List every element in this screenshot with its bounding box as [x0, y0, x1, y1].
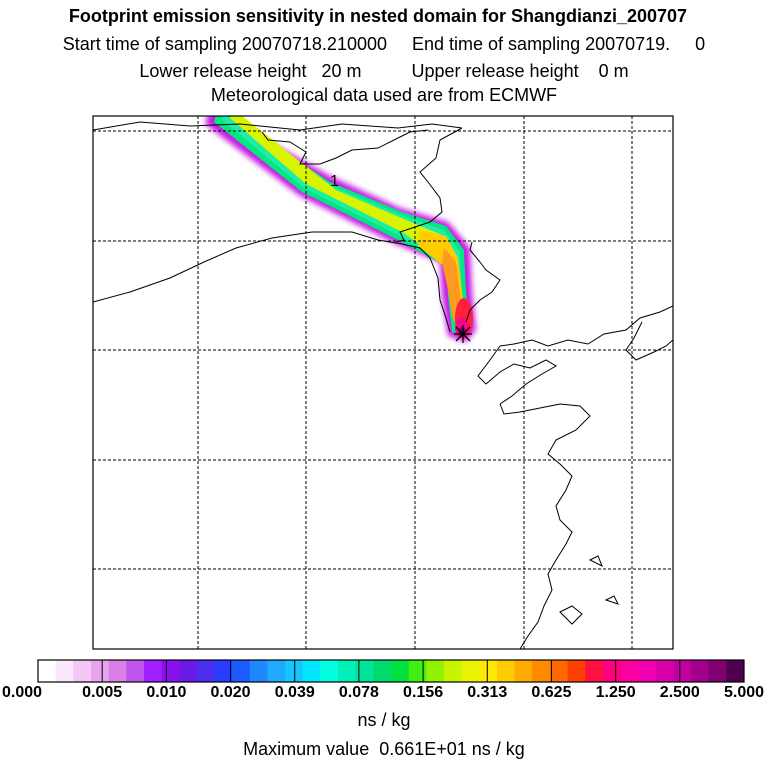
- color-scale-swatch: [373, 660, 392, 682]
- color-scale-tick-label: 0.005: [82, 684, 123, 701]
- color-scale-swatch: [338, 660, 357, 682]
- plot-title: Footprint emission sensitivity in nested…: [68, 6, 688, 26]
- color-scale-swatch: [302, 660, 321, 682]
- color-scale-border: [37, 659, 745, 683]
- color-scale-swatch: [73, 660, 92, 682]
- color-scale-tick-label: 0.313: [467, 684, 508, 701]
- plume-footprint: [93, 116, 673, 649]
- color-scale-swatch: [426, 660, 445, 682]
- color-scale-tick-label: 0.000: [1, 684, 43, 701]
- color-scale-swatch: [126, 660, 145, 682]
- color-scale-swatch: [673, 660, 692, 682]
- color-scale-swatch: [214, 660, 233, 682]
- color-scale-swatch: [143, 660, 162, 682]
- color-scale-swatch: [726, 660, 745, 682]
- color-scale-tick-label: 2.500: [659, 684, 700, 701]
- color-scale-swatch: [161, 660, 180, 682]
- color-scale-swatch: [355, 660, 374, 682]
- meteo-source-line: Meteorological data used are from ECMWF: [210, 85, 558, 105]
- color-scale-swatch: [691, 660, 710, 682]
- color-scale-swatch: [196, 660, 215, 682]
- color-scale-swatch: [479, 660, 498, 682]
- color-scale-swatch: [585, 660, 604, 682]
- color-scale-tick-label: 5.000: [723, 684, 765, 701]
- plume-band-cyan: [222, 116, 466, 332]
- color-scale-swatch: [708, 660, 727, 682]
- color-scale-swatch: [461, 660, 480, 682]
- color-scale-swatch: [620, 660, 639, 682]
- plume-band-yellowgreen: [230, 116, 462, 328]
- color-scale-swatch: [232, 660, 251, 682]
- release-height-line: Lower release height 20 m Upper release …: [139, 61, 629, 81]
- color-scale-tick-label: 0.010: [146, 684, 187, 701]
- color-scale-swatch: [532, 660, 551, 682]
- plume-band-outer: [205, 116, 476, 342]
- maximum-value-label: Maximum value 0.661E+01 ns / kg: [243, 739, 525, 759]
- color-scale-tick-label: 0.625: [531, 684, 572, 701]
- color-scale-bar: [37, 659, 745, 683]
- color-scale-swatch: [443, 660, 462, 682]
- color-scale-swatch: [391, 660, 410, 682]
- color-scale-swatch: [408, 660, 427, 682]
- color-scale-swatch: [638, 660, 657, 682]
- color-scale-swatch: [90, 660, 109, 682]
- receptor-marker-icon: [454, 325, 472, 343]
- color-scale-swatch: [602, 660, 621, 682]
- color-scale-swatch: [249, 660, 268, 682]
- map-frame: [92, 115, 674, 650]
- color-scale-swatch: [514, 660, 533, 682]
- lat-lon-grid: [93, 116, 673, 649]
- color-scale-swatch: [496, 660, 515, 682]
- color-scale-swatch: [655, 660, 674, 682]
- plume-band-green: [214, 116, 470, 336]
- color-scale-tick-label: 0.078: [338, 684, 379, 701]
- sampling-time-line: Start time of sampling 20070718.210000 E…: [62, 34, 706, 54]
- coastlines: [93, 121, 673, 649]
- color-scale-swatch: [567, 660, 586, 682]
- color-scale-tick-label: 1.250: [595, 684, 636, 701]
- color-scale-swatch: [320, 660, 339, 682]
- color-scale-tick-label: 0.039: [274, 684, 315, 701]
- color-scale-swatch: [285, 660, 304, 682]
- color-scale-tick-label: 0.156: [403, 684, 444, 701]
- color-scale-swatch: [108, 660, 127, 682]
- color-scale-swatch: [38, 660, 57, 682]
- color-scale-swatch: [267, 660, 286, 682]
- color-scale-tick-label: 0.020: [210, 684, 251, 701]
- color-scale-swatch: [55, 660, 74, 682]
- contour-label: 1: [330, 173, 339, 190]
- units-label: ns / kg: [357, 710, 411, 730]
- color-scale-swatch: [549, 660, 568, 682]
- color-scale-swatch: [179, 660, 198, 682]
